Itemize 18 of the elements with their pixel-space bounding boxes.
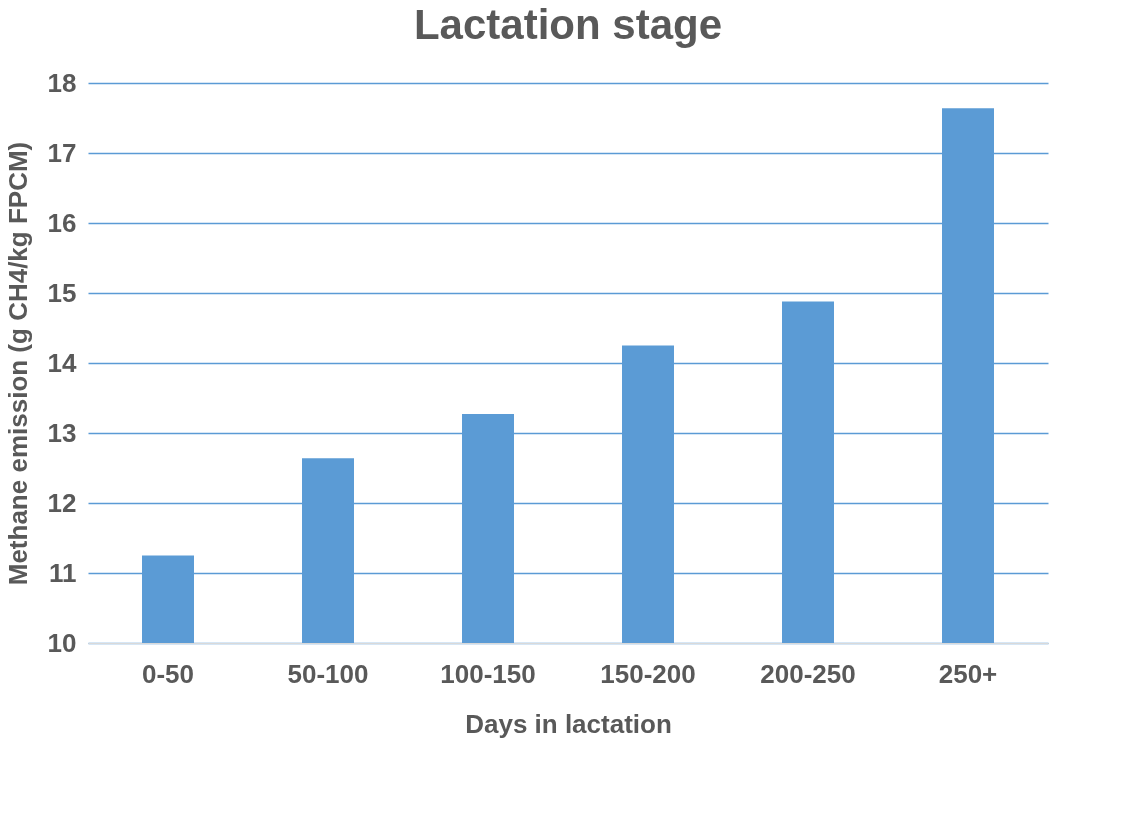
y-tick-label: 17 (47, 137, 77, 168)
x-tick-label: 0-50 (141, 658, 195, 689)
x-tick-label: 100-150 (440, 658, 536, 689)
y-tick-label: 14 (47, 347, 78, 378)
x-tick-label: 50-100 (287, 658, 369, 689)
chart-title: Lactation stage (413, 1, 723, 48)
x-tick-label: 250+ (938, 658, 998, 689)
y-tick-label: 12 (47, 487, 77, 518)
y-tick-label: 11 (49, 557, 77, 588)
x-tick-label: 200-250 (760, 658, 856, 689)
y-tick-label: 10 (47, 627, 77, 658)
y-tick-label: 18 (47, 67, 77, 98)
y-tick-label: 15 (47, 277, 77, 308)
x-axis-title: Days in lactation (465, 708, 672, 739)
y-tick-label: 16 (47, 207, 77, 238)
x-tick-label: 150-200 (600, 658, 696, 689)
y-axis-title: Methane emission (g CH4/kg FPCM) (2, 141, 33, 586)
y-tick-label: 13 (47, 417, 77, 448)
